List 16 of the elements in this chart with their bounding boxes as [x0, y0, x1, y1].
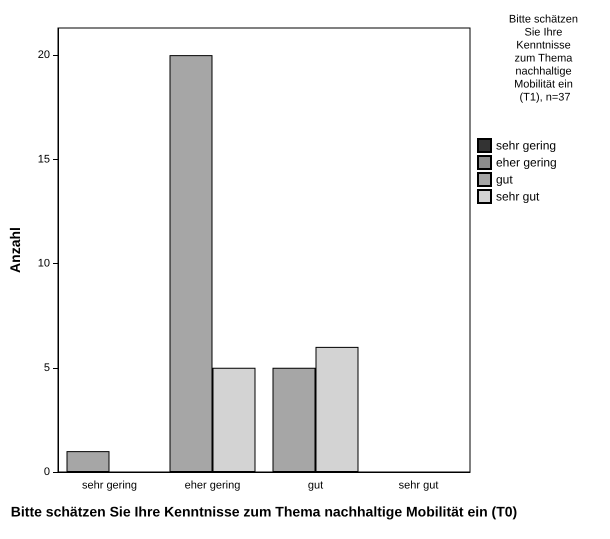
- y-tick-label: 0: [44, 466, 50, 478]
- y-tick-label: 20: [38, 49, 50, 62]
- legend-label: sehr gut: [496, 190, 540, 204]
- x-tick-label: sehr gering: [82, 480, 138, 492]
- x-tick-label: eher gering: [184, 480, 240, 492]
- legend-title: Bitte schätzen Sie Ihre Kenntnisse zum Thema nachhaltige Mobilität ein (T1), n=37: [508, 14, 582, 104]
- x-axis-title: Bitte schätzen Sie Ihre Kenntnisse zum Thema nachhaltige Mobilität ein (T0): [10, 504, 518, 520]
- legend-label: sehr gering: [496, 138, 556, 152]
- x-tick-label: gut: [308, 480, 324, 492]
- y-tick-label: 10: [38, 258, 50, 270]
- x-tick-label: sehr gut: [398, 480, 438, 492]
- y-tick-label: 5: [44, 362, 50, 374]
- legend-label: gut: [496, 172, 514, 186]
- legend-label: eher gering: [496, 156, 557, 170]
- y-tick-label: 15: [38, 153, 50, 166]
- y-axis-title: Anzahl: [7, 227, 23, 273]
